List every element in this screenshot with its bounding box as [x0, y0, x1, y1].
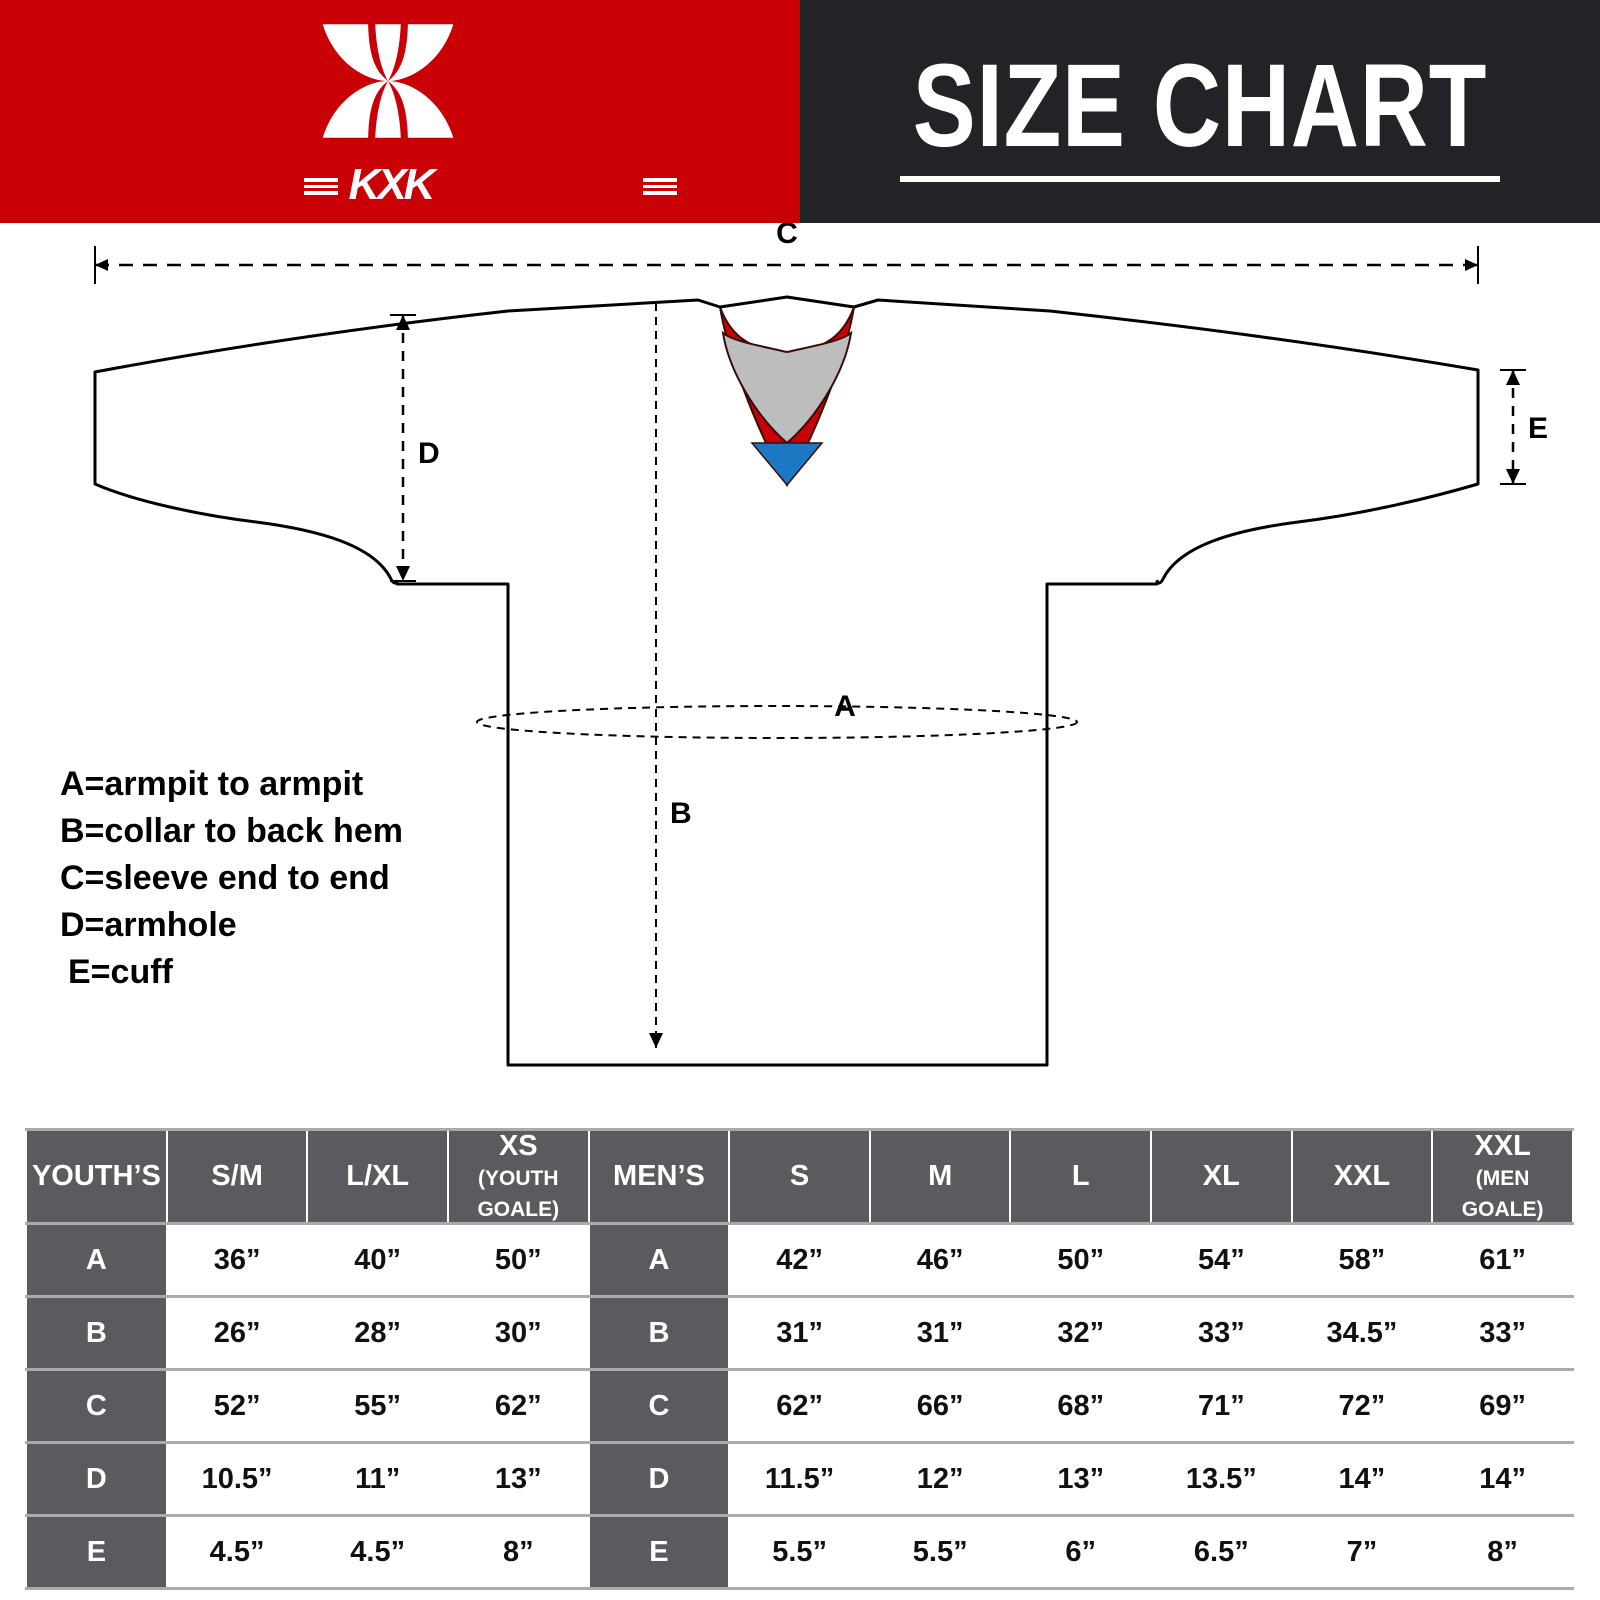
svg-text:B=collar to back hem: B=collar to back hem: [60, 812, 403, 850]
svg-text:E=cuff: E=cuff: [68, 953, 174, 991]
svg-text:C=sleeve end to end: C=sleeve end to end: [60, 859, 390, 897]
svg-text:E: E: [1528, 412, 1548, 445]
svg-text:A=armpit to armpit: A=armpit to armpit: [60, 765, 363, 803]
svg-text:C: C: [776, 223, 798, 250]
svg-text:B: B: [670, 797, 692, 830]
svg-text:D: D: [418, 437, 440, 470]
svg-text:D=armhole: D=armhole: [60, 906, 237, 944]
svg-text:A: A: [834, 690, 856, 723]
